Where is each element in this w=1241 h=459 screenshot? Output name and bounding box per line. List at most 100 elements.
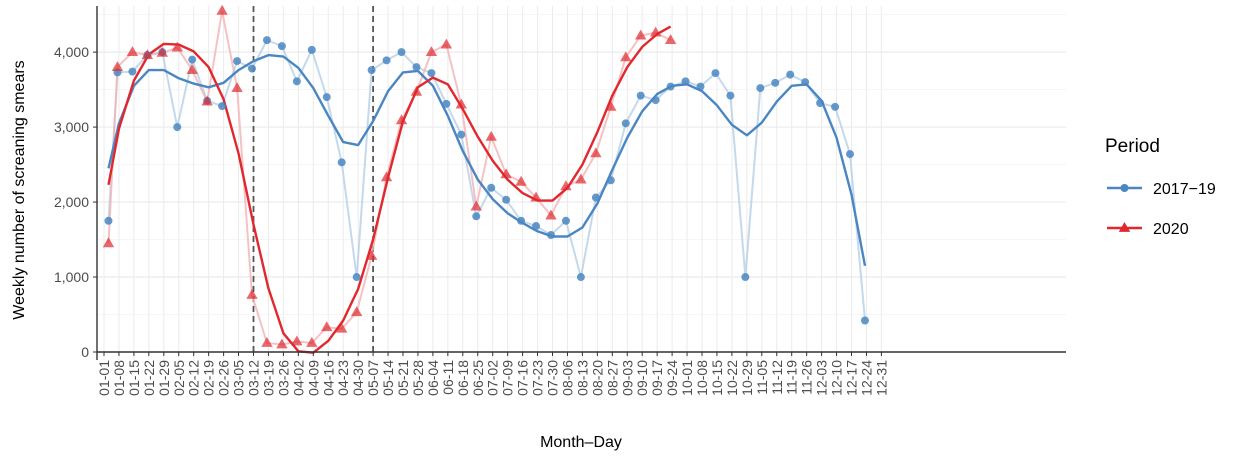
data-point-circle: [771, 78, 780, 87]
x-tick-label: 04-02: [290, 360, 306, 396]
legend-items: 2017−19 2020: [1107, 181, 1216, 238]
x-tick-label: 11-12: [769, 360, 785, 395]
x-tick-label: 06-04: [425, 360, 441, 396]
data-point-triangle: [276, 338, 288, 349]
legend-label: 2020: [1153, 221, 1189, 238]
x-tick-label: 01-15: [126, 360, 142, 396]
legend-marker-circle: [1120, 184, 1129, 192]
data-point-triangle: [261, 337, 273, 347]
x-tick-label: 07-09: [500, 360, 516, 396]
data-point-triangle: [395, 114, 408, 125]
data-point-circle: [292, 77, 301, 86]
data-point-triangle: [306, 337, 318, 347]
data-point-circle: [816, 99, 825, 108]
data-point-circle: [666, 82, 675, 91]
x-tick-label: 12-10: [829, 360, 845, 396]
series-raw-line: [107, 38, 866, 321]
x-tick-label: 02-26: [216, 360, 232, 396]
data-point-circle: [561, 216, 570, 225]
data-point-triangle: [590, 147, 602, 158]
data-point-triangle: [515, 175, 527, 186]
x-tick-label: 03-26: [275, 360, 291, 396]
x-tick-label: 02-12: [186, 360, 202, 396]
y-tick-label: 3,000: [54, 119, 89, 135]
data-point-circle: [397, 48, 406, 57]
x-tick-label: 02-19: [201, 360, 217, 396]
x-tick-label: 05-14: [380, 360, 396, 396]
y-tick-label: 2,000: [54, 194, 89, 210]
data-point-triangle: [575, 173, 587, 184]
x-tick-label: 01-08: [111, 360, 127, 396]
x-tick-label: 09-17: [649, 360, 665, 396]
data-point-triangle: [216, 4, 228, 15]
data-point-triangle: [380, 171, 393, 182]
x-tick-label: 11-26: [799, 360, 815, 395]
data-point-triangle: [102, 237, 115, 248]
y-tick-label: 1,000: [54, 269, 89, 285]
data-point-circle: [532, 222, 541, 231]
x-tick-label: 12-24: [858, 360, 874, 396]
x-tick-label: 06-25: [470, 360, 486, 396]
x-tick-label: 03-05: [231, 360, 247, 396]
x-tick-label: 01-01: [96, 360, 112, 396]
data-point-circle: [233, 57, 242, 66]
data-point-triangle: [500, 168, 512, 179]
data-point-triangle: [664, 34, 677, 45]
data-point-circle: [517, 216, 526, 225]
data-point-triangle: [141, 49, 154, 60]
data-point-circle: [696, 82, 705, 91]
data-point-triangle: [605, 100, 617, 111]
y-tick-labels: 0 1,000 2,000 3,000 4,000: [54, 44, 97, 360]
data-point-circle: [502, 195, 511, 204]
x-tick-label: 06-18: [455, 360, 471, 396]
data-point-triangle: [291, 335, 303, 346]
data-point-circle: [591, 193, 600, 202]
x-tick-label: 06-11: [440, 360, 456, 395]
data-point-triangle: [649, 26, 662, 37]
data-point-triangle: [126, 46, 139, 57]
x-tick-label: 10-08: [694, 360, 710, 396]
x-tick-label: 07-16: [515, 360, 531, 396]
x-axis-title: Month–Day: [540, 434, 622, 451]
data-point-triangle: [321, 321, 333, 332]
data-point-triangle: [365, 250, 378, 260]
x-tick-label: 07-02: [485, 360, 501, 396]
y-tick-label: 0: [81, 344, 89, 360]
data-point-circle: [307, 45, 316, 54]
data-point-triangle: [440, 38, 453, 49]
data-point-circle: [457, 130, 466, 139]
x-tick-label: 04-09: [305, 360, 321, 396]
data-point-triangle: [410, 85, 423, 96]
data-point-circle: [547, 231, 556, 240]
x-tick-label: 12-31: [873, 360, 889, 396]
x-tick-label: 09-10: [634, 360, 650, 396]
grid: [97, 6, 1066, 360]
x-tick-label: 03-19: [260, 360, 276, 396]
data-point-circle: [681, 77, 690, 86]
x-tick-label: 11-19: [784, 360, 800, 395]
data-point-circle: [248, 64, 257, 73]
data-point-triangle: [425, 46, 438, 57]
x-tick-label: 05-28: [410, 360, 426, 396]
data-point-triangle: [246, 289, 258, 299]
legend: Period 2017−19 2020: [1105, 136, 1216, 238]
x-tick-label: 01-29: [156, 360, 172, 396]
data-point-circle: [382, 56, 391, 65]
x-tick-label: 03-12: [246, 360, 262, 396]
data-point-circle: [367, 66, 376, 75]
data-point-triangle: [336, 322, 348, 333]
data-point-triangle: [350, 306, 363, 317]
x-tick-label: 07-23: [530, 360, 546, 396]
event-lines: [252, 6, 375, 352]
y-tick-label: 4,000: [54, 44, 89, 60]
data-point-triangle: [111, 61, 124, 72]
data-point-circle: [412, 63, 421, 72]
y-axis-title: Weekly number of screaning smears: [11, 60, 28, 319]
data-point-circle: [831, 102, 840, 111]
data-point-triangle: [186, 64, 198, 75]
data-point-circle: [262, 36, 271, 45]
x-tick-label: 08-13: [574, 360, 590, 396]
data-point-circle: [188, 55, 197, 64]
x-tick-label: 04-16: [320, 360, 336, 396]
data-point-circle: [651, 96, 660, 105]
